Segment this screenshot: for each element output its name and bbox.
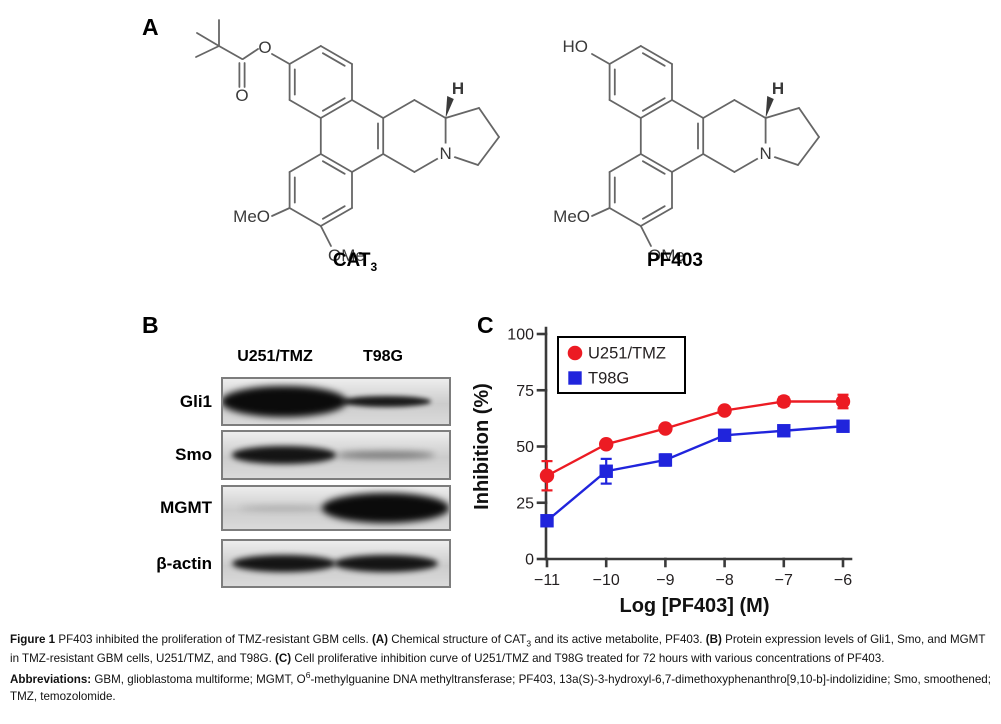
atom-label-meo: MeO <box>553 207 590 226</box>
x-axis-title: Log [PF403] (M) <box>620 595 770 617</box>
caption-segment: (A) <box>371 633 389 646</box>
atom-label-n: N <box>439 144 451 163</box>
caption-segment: Figure 1 <box>10 633 56 646</box>
legend-box <box>557 336 686 394</box>
atom-label-o-carbonyl: O <box>235 86 248 105</box>
panel-a-label: A <box>142 14 159 40</box>
data-point-square <box>777 424 791 438</box>
data-point-circle <box>599 437 614 452</box>
atom-label-h: H <box>772 79 784 98</box>
atom-label-meo: MeO <box>233 207 270 226</box>
atom-label-h: H <box>452 79 464 98</box>
legend-label: T98G <box>588 370 629 388</box>
cat3-structure-drawing: H N MeO OMe O O <box>195 19 500 265</box>
series-line <box>546 400 843 477</box>
data-point-square <box>658 453 673 467</box>
cat3-name-main: CAT <box>332 250 371 271</box>
legend-label: U251/TMZ <box>588 345 666 363</box>
data-point-square <box>599 464 613 478</box>
protein-band <box>333 554 438 573</box>
data-point-square <box>836 419 850 433</box>
blot-row-label: MGMT <box>160 498 212 517</box>
caption-segment: Protein expression levels of Gli1, Smo, … <box>10 633 986 666</box>
y-tick-label: 75 <box>516 383 534 400</box>
caption-segment: Chemical structure of CAT <box>388 633 527 646</box>
protein-band <box>238 505 330 511</box>
data-point-circle <box>835 394 851 409</box>
caption-main-text: Figure 1 PF403 inhibited the proliferati… <box>10 631 993 668</box>
blot-strip <box>221 377 451 426</box>
series-line <box>546 425 844 522</box>
caption-segment: 3 <box>526 638 532 649</box>
cat3-name: CAT3 <box>290 250 420 274</box>
blot-strip <box>221 430 451 480</box>
x-tick-label: −10 <box>593 572 620 589</box>
caption-segment: (C) <box>275 652 292 666</box>
caption-segment: Abbreviations: <box>10 672 92 686</box>
x-tick-label: −6 <box>834 572 852 589</box>
panel-b-label: B <box>142 312 159 338</box>
blot-row-label: Smo <box>175 445 212 464</box>
y-tick-label: 100 <box>507 327 534 344</box>
protein-band <box>223 385 348 418</box>
protein-band <box>232 446 336 464</box>
y-tick-label: 50 <box>516 439 534 456</box>
data-point-circle <box>539 468 555 483</box>
lane-header-u251tmz: U251/TMZ <box>237 348 313 365</box>
x-tick-label: −9 <box>656 572 674 589</box>
data-point-circle <box>717 403 732 418</box>
y-tick-label: 25 <box>516 495 534 512</box>
lane-header-t98g: T98G <box>362 348 403 365</box>
caption-segment: GBM, glioblastoma multiforme; MGMT, O <box>91 672 306 686</box>
stereo-wedge <box>445 96 454 118</box>
protein-band <box>340 396 431 407</box>
data-point-square <box>540 514 554 528</box>
atom-label-o-ester: O <box>258 38 271 57</box>
blot-row-label: β-actin <box>156 553 212 573</box>
protein-band <box>322 493 449 523</box>
x-tick-label: −11 <box>534 572 560 589</box>
y-axis-title: Inhibition (%) <box>471 383 493 510</box>
legend-marker <box>567 345 583 361</box>
cat3-name-subscript: 3 <box>370 259 378 274</box>
atom-label-ome: OMe <box>328 246 365 265</box>
pf403-name-main: PF403 <box>647 250 703 271</box>
data-point-circle <box>776 394 791 409</box>
data-point-circle <box>658 421 673 436</box>
pf403-name: PF403 <box>610 250 740 272</box>
caption-segment: 6 <box>305 669 311 680</box>
blot-strip <box>221 539 451 588</box>
atom-label-ome: OMe <box>648 246 685 265</box>
figure-caption: Figure 1 PF403 inhibited the proliferati… <box>10 631 993 707</box>
caption-segment: -methylguanine DNA methyltransferase; PF… <box>10 672 991 704</box>
legend-marker <box>568 371 582 385</box>
atom-label-ho: HO <box>563 37 589 56</box>
caption-segment: PF403 inhibited the proliferation of TMZ… <box>55 633 372 646</box>
inhibition-curve-chart: 0 25 50 75 100 −11 −10 −9 −8 −7 −6 Log [PF403] (M) I… <box>471 327 853 617</box>
stereo-wedge <box>765 96 774 118</box>
y-tick-label: 0 <box>525 552 534 569</box>
caption-abbreviations: Abbreviations: GBM, glioblastoma multifo… <box>10 669 993 706</box>
atom-label-n: N <box>759 144 771 163</box>
protein-band <box>336 450 436 460</box>
caption-segment: and its active metabolite, PF403. <box>531 633 706 646</box>
blot-strip <box>221 485 451 531</box>
panel-c-label: C <box>477 312 494 338</box>
x-tick-label: −8 <box>715 572 733 589</box>
x-tick-label: −7 <box>775 572 793 589</box>
caption-segment: Cell proliferative inhibition curve of U… <box>291 652 885 666</box>
protein-band <box>232 554 336 573</box>
blot-row-label: Gli1 <box>179 391 212 411</box>
data-point-square <box>717 428 732 442</box>
pf403-structure-drawing: H N MeO OMe HO <box>553 37 820 265</box>
caption-segment: (B) <box>705 633 722 646</box>
